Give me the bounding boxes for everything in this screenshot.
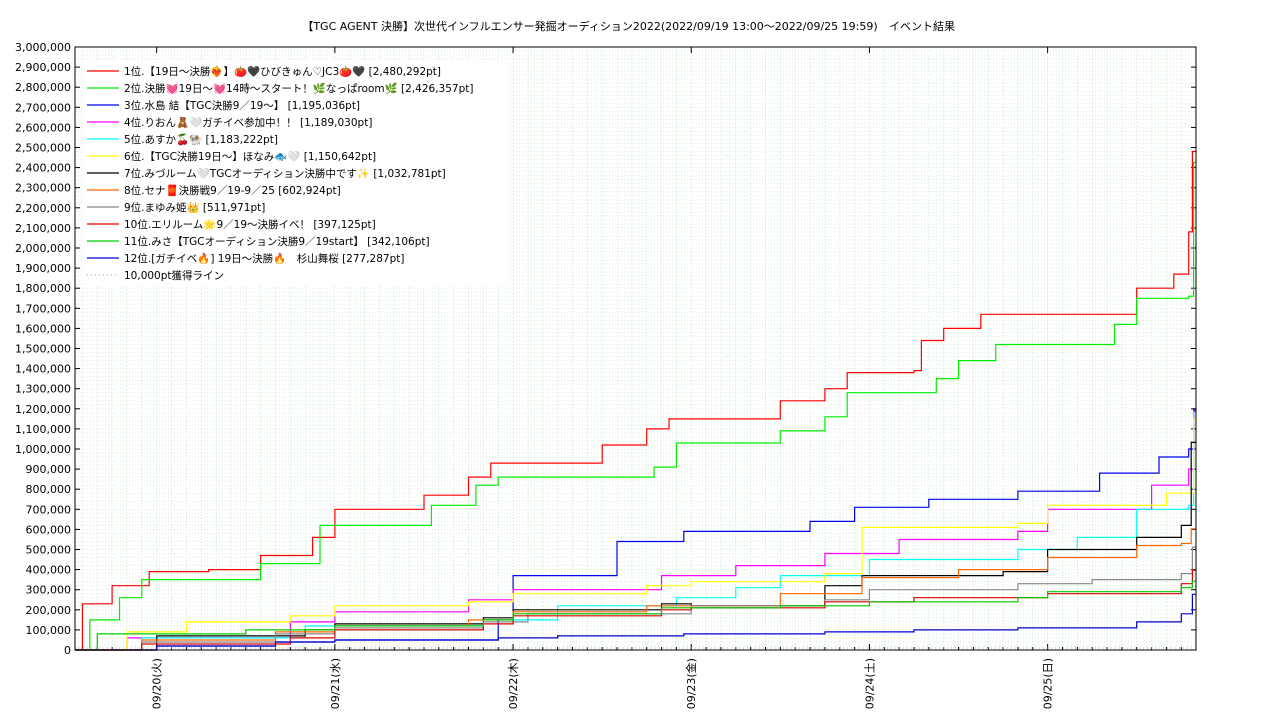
- y-tick-label: 2,600,000: [15, 121, 71, 134]
- legend-label: 11位.みさ【TGCオーディション決勝9／19start】 [342,106pt…: [124, 235, 430, 248]
- y-tick-label: 1,200,000: [15, 403, 71, 416]
- legend-label: 5位.あすか🍒🐏 [1,183,222pt]: [124, 133, 278, 146]
- y-tick-label: 2,300,000: [15, 182, 71, 195]
- series-line-9: [75, 546, 1196, 651]
- y-tick-label: 2,400,000: [15, 162, 71, 175]
- chart-subtitle: イベント結果: [889, 19, 955, 33]
- series-line-4: [75, 410, 1196, 651]
- y-tick-label: 500,000: [26, 544, 72, 557]
- y-tick-label: 1,600,000: [15, 322, 71, 335]
- x-tick-label: 09/24(土): [863, 658, 876, 709]
- series-line-12: [75, 593, 1196, 651]
- x-tick-label: 09/22(木): [507, 658, 520, 709]
- legend-label: 4位.りおん🧸🤍ガチイベ参加中！！ [1,189,030pt]: [124, 116, 372, 129]
- y-tick-label: 1,700,000: [15, 302, 71, 315]
- chart-title: 【TGC AGENT 決勝】次世代インフルエンサー発掘オーディション2022(2…: [302, 19, 877, 33]
- y-tick-label: 2,700,000: [15, 101, 71, 114]
- y-tick-label: 2,100,000: [15, 222, 71, 235]
- legend-background: [82, 60, 510, 285]
- y-tick-label: 100,000: [26, 624, 72, 637]
- series-lines: [75, 150, 1196, 651]
- x-axis: 09/20(火) 09/21(水) 09/22(木) 09/23(金) 09/24(土)…: [81, 47, 1182, 709]
- y-tick-label: 2,500,000: [15, 142, 71, 155]
- legend-label: 7位.みづルーム🤍TGCオーディション決勝中です✨ [1,032,781pt]: [124, 167, 446, 180]
- y-tick-label: 400,000: [26, 564, 72, 577]
- y-axis: 0 100,000 200,000 300,000 400,000 500,000 600,…: [15, 41, 1196, 657]
- legend-label: 1位.【19日〜決勝❤️‍🔥】🍅🖤ひびきゅん♡JC3🍅🖤 [2,480,292p…: [124, 65, 441, 78]
- legend-label: 6位.【TGC決勝19日〜】ほなみ🐟🤍 [1,150,642pt]: [124, 150, 376, 163]
- y-tick-label: 2,200,000: [15, 202, 71, 215]
- legend-label: 8位.セナ🧧決勝戦9／19-9／25 [602,924pt]: [124, 184, 341, 197]
- y-tick-label: 600,000: [26, 523, 72, 536]
- y-tick-label: 2,000,000: [15, 242, 71, 255]
- x-tick-label: 09/20(火): [151, 658, 164, 709]
- y-tick-label: 1,800,000: [15, 282, 71, 295]
- y-tick-label: 900,000: [26, 463, 72, 476]
- series-line-2: [75, 161, 1196, 651]
- series-line-11: [75, 580, 1196, 651]
- y-tick-label: 2,800,000: [15, 81, 71, 94]
- y-tick-label: 1,500,000: [15, 343, 71, 356]
- series-line-1: [75, 150, 1196, 651]
- y-tick-label: 1,100,000: [15, 423, 71, 436]
- y-tick-label: 3,000,000: [15, 41, 71, 54]
- y-tick-label: 1,400,000: [15, 363, 71, 376]
- legend: 1位.【19日〜決勝❤️‍🔥】🍅🖤ひびきゅん♡JC3🍅🖤 [2,480,292p…: [82, 60, 510, 285]
- legend-label: 12位.[ガチイベ🔥] 19日〜決勝🔥 杉山舞桜 [277,287pt]: [124, 252, 404, 265]
- y-tick-label: 1,900,000: [15, 262, 71, 275]
- y-tick-label: 1,300,000: [15, 383, 71, 396]
- y-tick-label: 1,000,000: [15, 443, 71, 456]
- y-tick-label: 300,000: [26, 584, 72, 597]
- legend-label: 2位.決勝💓19日〜💓14時〜スタート！🌿なっぱroom🌿 [2,426,357…: [124, 82, 473, 95]
- legend-label: 10,000pt獲得ライン: [124, 269, 224, 282]
- series-line-6: [75, 418, 1196, 651]
- x-tick-label: 09/21(水): [329, 658, 342, 709]
- plot-frame: [74, 46, 1197, 651]
- legend-label: 9位.まゆみ姫👑 [511,971pt]: [124, 201, 265, 214]
- legend-label: 10位.エリルーム🌟9／19〜決勝イベ！ [397,125pt]: [124, 218, 376, 231]
- series-line-10: [75, 569, 1196, 651]
- x-tick-label: 09/25(日): [1042, 658, 1055, 709]
- y-tick-label: 700,000: [26, 503, 72, 516]
- y-tick-label: 0: [64, 644, 71, 657]
- x-tick-label: 09/23(金): [684, 658, 698, 709]
- y-tick-label: 200,000: [26, 604, 72, 617]
- legend-label: 3位.水島 結【TGC決勝9／19〜】 [1,195,036pt]: [124, 99, 360, 112]
- y-tick-label: 800,000: [26, 483, 72, 496]
- y-tick-label: 2,900,000: [15, 61, 71, 74]
